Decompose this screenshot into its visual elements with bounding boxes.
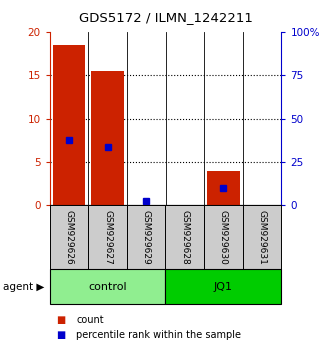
Text: agent ▶: agent ▶ <box>3 282 45 292</box>
Text: control: control <box>88 282 127 292</box>
Text: GSM929631: GSM929631 <box>258 210 266 265</box>
Bar <box>50 205 88 269</box>
Text: ■: ■ <box>56 315 66 325</box>
Text: GSM929629: GSM929629 <box>142 210 151 264</box>
Text: ■: ■ <box>56 330 66 339</box>
Text: JQ1: JQ1 <box>214 282 233 292</box>
Text: percentile rank within the sample: percentile rank within the sample <box>76 330 241 339</box>
Bar <box>204 205 243 269</box>
Text: GSM929630: GSM929630 <box>219 210 228 265</box>
Bar <box>50 269 166 304</box>
Text: GSM929626: GSM929626 <box>65 210 73 264</box>
Text: GSM929627: GSM929627 <box>103 210 112 264</box>
Text: GDS5172 / ILMN_1242211: GDS5172 / ILMN_1242211 <box>78 11 253 24</box>
Text: count: count <box>76 315 104 325</box>
Text: GSM929628: GSM929628 <box>180 210 189 264</box>
Bar <box>207 171 240 205</box>
Bar <box>243 205 281 269</box>
Bar <box>127 205 166 269</box>
Bar <box>91 71 124 205</box>
Bar <box>166 205 204 269</box>
Bar <box>53 45 85 205</box>
Bar <box>88 205 127 269</box>
Bar <box>166 269 281 304</box>
